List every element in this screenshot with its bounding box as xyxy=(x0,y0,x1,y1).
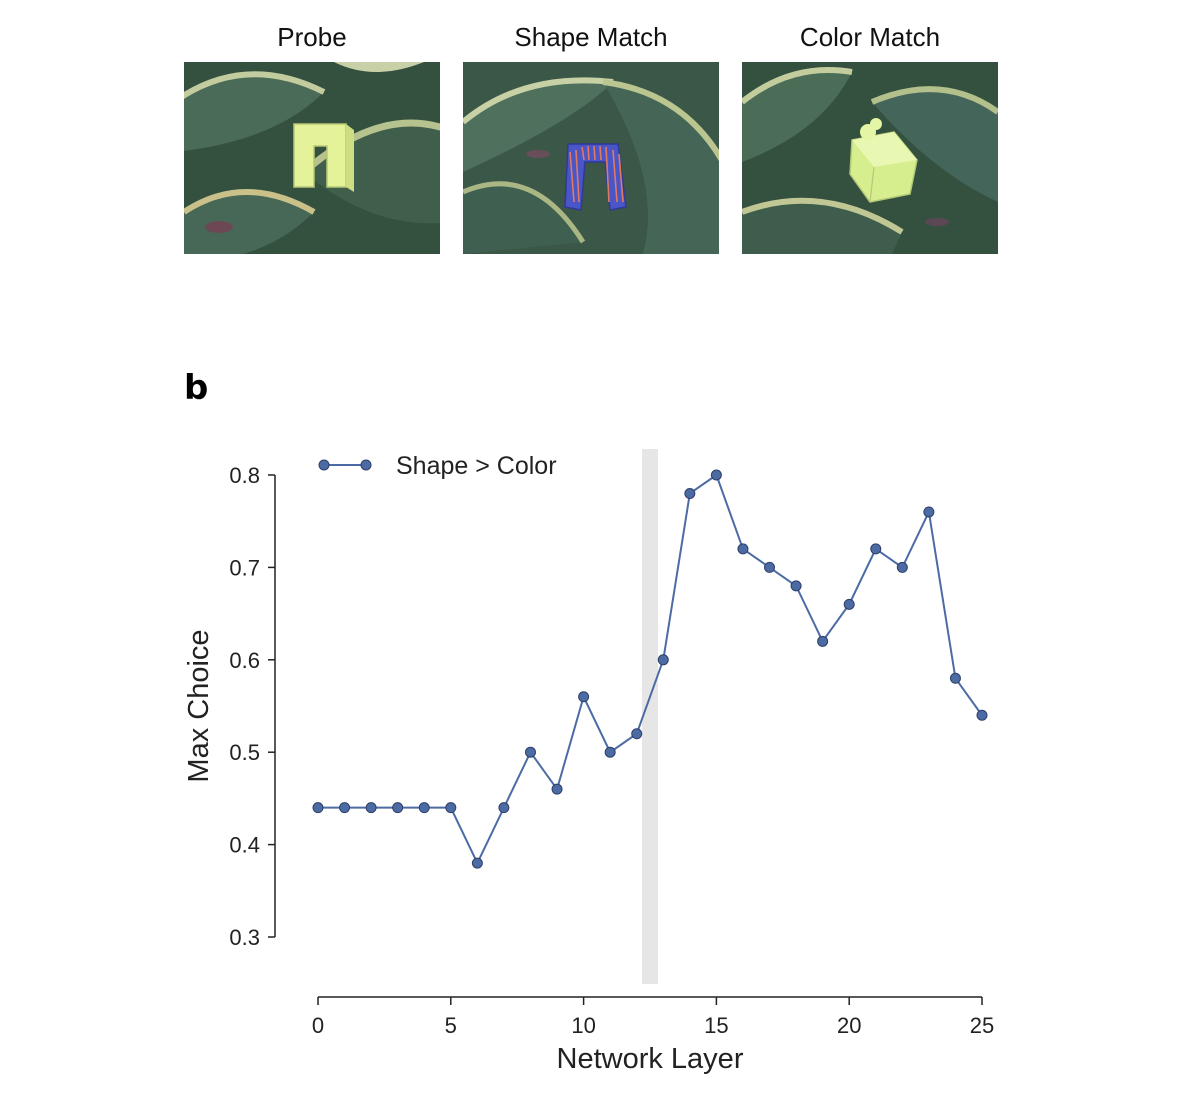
color-match-title: Color Match xyxy=(799,22,941,52)
data-point xyxy=(445,802,457,814)
data-point xyxy=(392,802,404,814)
data-point xyxy=(524,746,536,758)
data-point xyxy=(312,802,324,814)
x-tick-label: 20 xyxy=(837,1013,861,1038)
y-tick-label: 0.7 xyxy=(229,555,260,580)
legend-marker xyxy=(360,459,372,471)
y-axis-label: Max Choice xyxy=(183,629,215,782)
y-tick-label: 0.4 xyxy=(229,833,260,858)
y-tick-label: 0.8 xyxy=(229,463,260,488)
data-point xyxy=(551,783,563,795)
data-point xyxy=(498,802,510,814)
data-point xyxy=(843,598,855,610)
x-tick-label: 15 xyxy=(704,1013,728,1038)
x-tick-label: 25 xyxy=(970,1013,994,1038)
legend-label: Shape > Color xyxy=(396,452,557,480)
data-point xyxy=(339,802,351,814)
probe-image xyxy=(184,62,440,254)
data-point xyxy=(949,672,961,684)
x-axis-label: Network Layer xyxy=(557,1043,744,1075)
legend-marker xyxy=(318,459,330,471)
y-tick-label: 0.5 xyxy=(229,740,260,765)
data-point xyxy=(923,506,935,518)
data-point xyxy=(896,561,908,573)
data-point xyxy=(604,746,616,758)
data-point xyxy=(710,469,722,481)
data-point xyxy=(365,802,377,814)
y-tick-label: 0.6 xyxy=(229,648,260,673)
data-point xyxy=(737,543,749,555)
data-point xyxy=(817,635,829,647)
x-tick-label: 0 xyxy=(312,1013,324,1038)
data-point xyxy=(418,802,430,814)
data-point xyxy=(870,543,882,555)
shape-match-title: Shape Match xyxy=(514,22,668,52)
data-point xyxy=(684,487,696,499)
data-point xyxy=(471,857,483,869)
data-point xyxy=(764,561,776,573)
shape-match-image xyxy=(463,62,719,254)
data-point xyxy=(657,654,669,666)
series-points xyxy=(312,469,988,869)
highlight-band xyxy=(642,449,658,984)
x-tick-label: 5 xyxy=(445,1013,457,1038)
x-ticks: 0 5 10 15 20 25 xyxy=(312,997,994,1038)
stimulus-panel: Probe Shape Match Color Match xyxy=(0,0,1200,270)
y-tick-label: 0.3 xyxy=(229,925,260,950)
color-match-image xyxy=(742,62,998,254)
y-ticks: 0.3 0.4 0.5 0.6 0.7 0.8 xyxy=(229,463,275,950)
legend: Shape > Color xyxy=(318,452,557,480)
data-point xyxy=(631,728,643,740)
data-point xyxy=(790,580,802,592)
data-point xyxy=(976,709,988,721)
panel-b-label: b xyxy=(184,368,209,408)
probe-title: Probe xyxy=(277,22,347,52)
x-tick-label: 10 xyxy=(571,1013,595,1038)
data-point xyxy=(578,691,590,703)
